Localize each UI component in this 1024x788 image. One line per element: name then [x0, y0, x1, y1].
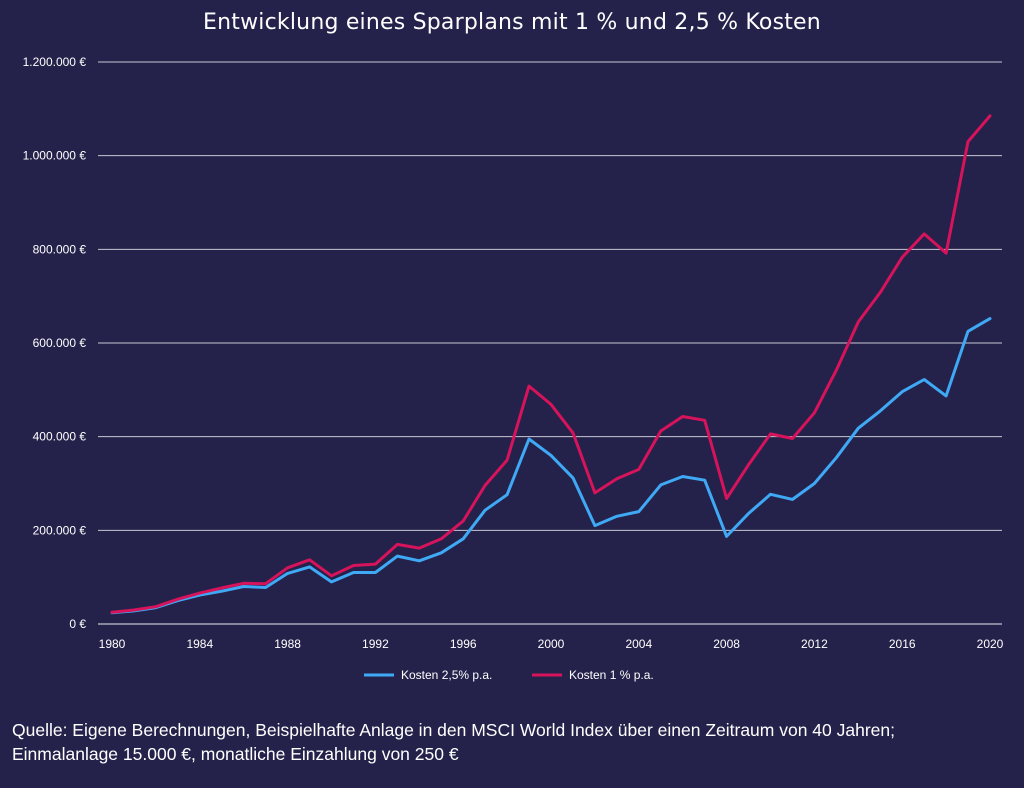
y-tick-label: 1.000.000 € [23, 149, 87, 163]
series-lines [110, 114, 992, 615]
y-tick-label: 800.000 € [33, 242, 87, 256]
y-tick-label: 600.000 € [33, 336, 87, 350]
y-tick-label: 400.000 € [33, 430, 87, 444]
y-tick-label: 200.000 € [33, 523, 87, 537]
y-tick-label: 1.200.000 € [23, 55, 87, 69]
x-tick-label: 1984 [186, 637, 213, 651]
chart-title: Entwicklung eines Sparplans mit 1 % und … [203, 10, 821, 35]
series-line-2 [110, 114, 992, 614]
x-tick-label: 2004 [625, 637, 652, 651]
x-tick-label: 1996 [450, 637, 477, 651]
x-tick-label: 2000 [538, 637, 565, 651]
x-tick-label: 2020 [977, 637, 1004, 651]
x-tick-label: 1992 [362, 637, 389, 651]
source-note-line-1: Quelle: Eigene Berechnungen, Beispielhaf… [12, 720, 896, 740]
legend: Kosten 2,5% p.a. Kosten 1 % p.a. [364, 668, 654, 682]
x-tick-label: 2008 [713, 637, 740, 651]
x-tick-label: 1988 [274, 637, 301, 651]
y-tick-label: 0 € [69, 617, 86, 631]
source-note-line-2: Einmalanlage 15.000 €, monatliche Einzah… [12, 744, 459, 764]
source-note: Quelle: Eigene Berechnungen, Beispielhaf… [12, 718, 1017, 766]
x-axis: 1980 1984 1988 1992 1996 2000 2004 2008 2012 2016… [99, 637, 1004, 651]
line-chart: 0 € 200.000 € 400.000 € 600.000 € 800.000 € 1… [23, 55, 1004, 682]
x-tick-label: 2012 [801, 637, 828, 651]
y-axis: 0 € 200.000 € 400.000 € 600.000 € 800.000 € 1… [23, 55, 87, 631]
legend-label-2: Kosten 1 % p.a. [569, 668, 654, 682]
grid-lines [98, 61, 1002, 625]
x-tick-label: 2016 [889, 637, 916, 651]
legend-label-1: Kosten 2,5% p.a. [401, 668, 492, 682]
x-tick-label: 1980 [99, 637, 126, 651]
series-line-1 [110, 317, 992, 615]
